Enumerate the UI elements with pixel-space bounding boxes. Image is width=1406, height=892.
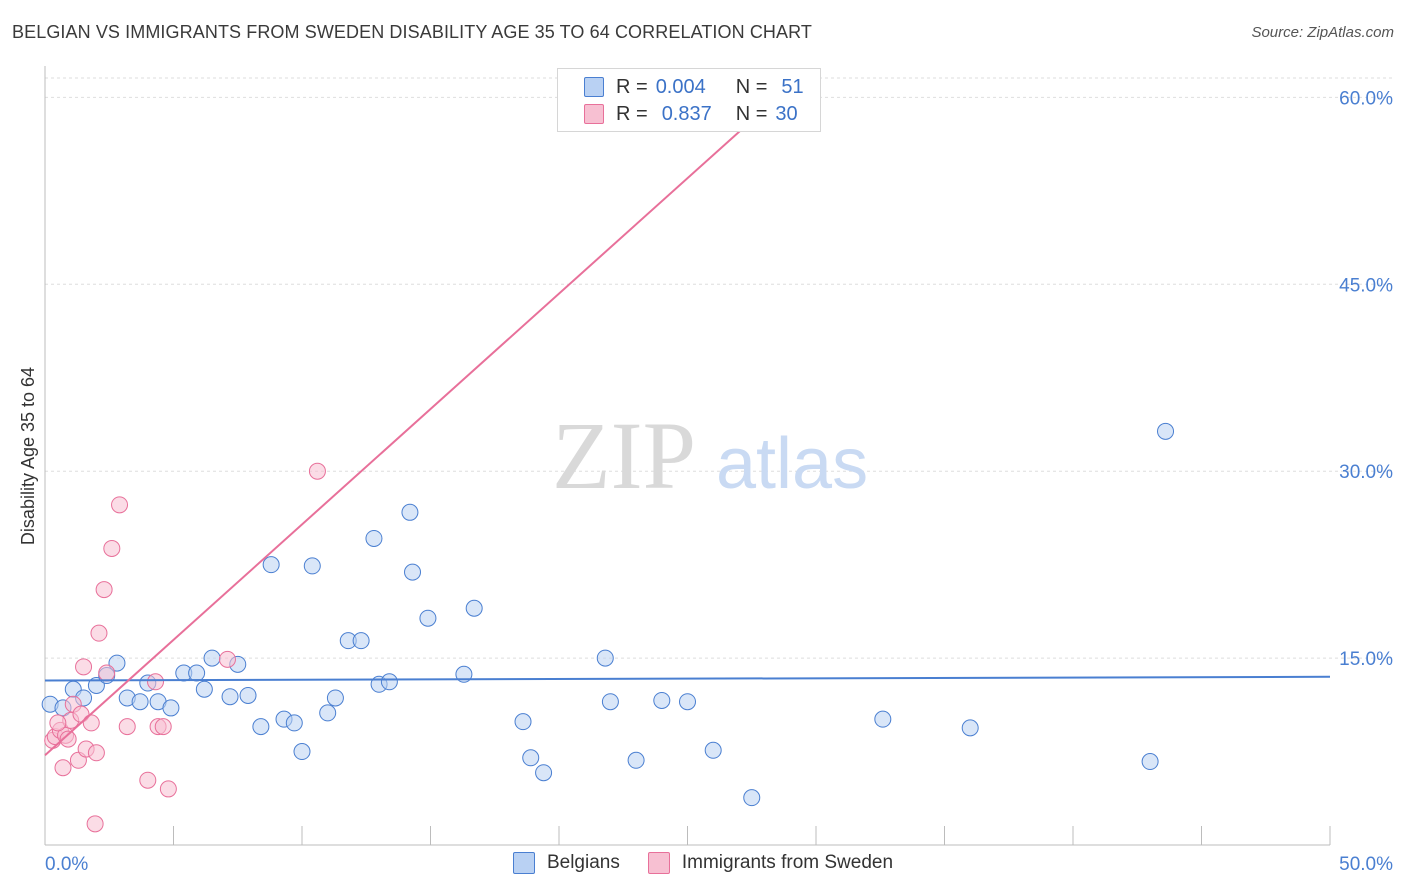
series-legend-belgians: Belgians (512, 852, 620, 874)
belgians-point (319, 704, 337, 722)
belgians-point (601, 693, 619, 711)
belgians-point (704, 741, 722, 759)
belgians-point (195, 680, 213, 698)
belgians-point (514, 713, 532, 731)
series-swatch-belgians (512, 852, 535, 874)
belgians-point (627, 751, 645, 769)
legend-r-value: 0.837 (661, 102, 712, 125)
trend-lines (44, 96, 1331, 757)
belgians-point (961, 719, 979, 737)
source-credit: Source: ZipAtlas.com (1251, 24, 1394, 41)
watermark-atlas: atlas (716, 424, 868, 504)
sweden-point (82, 714, 100, 732)
sweden-point (59, 730, 77, 748)
sweden-point (86, 815, 104, 833)
belgians-point (239, 686, 257, 704)
y-tick-label: 30.0% (1339, 462, 1393, 483)
belgians-point (188, 664, 206, 682)
sweden-point (218, 650, 236, 668)
legend-r-label: R = (616, 75, 648, 98)
belgians-point (303, 557, 321, 575)
sweden-point (111, 496, 129, 514)
belgians-point (293, 743, 311, 761)
y-tick-label: 60.0% (1339, 88, 1393, 109)
belgians-point (874, 710, 892, 728)
series-label-belgians: Belgians (546, 852, 620, 873)
sweden-point (75, 658, 93, 676)
sweden-point (118, 718, 136, 736)
belgians-point (1157, 422, 1175, 440)
legend-swatch-belgians (584, 77, 604, 97)
x-tick-label: 0.0% (45, 854, 88, 875)
belgians-point (419, 609, 437, 627)
tick-labels: 15.0% 30.0% 45.0% 60.0% 0.0% 50.0% (45, 88, 1393, 875)
belgians-point (108, 654, 126, 672)
series-label-sweden: Immigrants from Sweden (681, 852, 894, 873)
belgians-point (131, 693, 149, 711)
sweden-point (139, 771, 157, 789)
correlation-legend: R = 0.004 N = 51 R = 0.837 N = 30 (557, 68, 821, 132)
belgians-point (352, 632, 370, 650)
sweden-point (154, 718, 172, 736)
belgians-point (522, 749, 540, 767)
sweden-point (87, 744, 105, 762)
legend-n-value: 30 (775, 102, 798, 125)
belgians-point (465, 599, 483, 617)
belgians-point (262, 556, 280, 574)
legend-r-value: 0.004 (655, 75, 706, 98)
belgians-point (1141, 753, 1159, 771)
belgians-point (203, 649, 221, 667)
sweden-point (95, 581, 113, 599)
chart-title: BELGIAN VS IMMIGRANTS FROM SWEDEN DISABI… (12, 22, 813, 42)
sweden-point (54, 759, 72, 777)
belgians-point (743, 789, 761, 807)
belgians-point (380, 673, 398, 691)
sweden-point (98, 664, 116, 682)
axes (44, 66, 1331, 846)
belgians-point (535, 764, 553, 782)
belgians-point (401, 503, 419, 521)
legend-n-label: N = (735, 102, 768, 125)
sweden-point (90, 624, 108, 642)
x-tick-label: 50.0% (1339, 854, 1393, 875)
belgians-point (221, 688, 239, 706)
belgians-point (87, 677, 105, 695)
legend-n-label: N = (735, 75, 768, 98)
series-swatch-sweden (647, 852, 670, 874)
y-tick-label: 15.0% (1339, 649, 1393, 670)
belgians-point (596, 649, 614, 667)
belgians-point (162, 699, 180, 717)
gridlines (45, 77, 1392, 659)
belgians-point (404, 563, 422, 581)
sweden-trend-line (44, 96, 779, 757)
legend-row-sweden: R = 0.837 N = 30 (584, 101, 798, 127)
legend-r-label: R = (616, 102, 648, 125)
sweden-point (308, 462, 326, 480)
series-legend-sweden: Immigrants from Sweden (647, 852, 894, 874)
watermark-zip: ZIP (552, 402, 696, 509)
legend-row-belgians: R = 0.004 N = 51 (584, 74, 804, 100)
y-tick-label: 45.0% (1339, 275, 1393, 296)
sweden-point (49, 714, 67, 732)
belgians-point (252, 718, 270, 736)
belgians-point (653, 691, 671, 709)
sweden-point (159, 780, 177, 798)
belgians-trend-line (44, 675, 1331, 682)
watermark: ZIP atlas (552, 402, 868, 509)
sweden-point (103, 539, 121, 557)
data-points (41, 108, 1175, 833)
belgians-point (679, 693, 696, 711)
sweden-point (147, 673, 165, 691)
belgians-point (285, 714, 303, 732)
belgians-point (365, 529, 383, 547)
belgians-point (326, 689, 344, 707)
series-legend: Belgians Immigrants from Sweden (0, 852, 1406, 874)
legend-swatch-sweden (584, 104, 604, 124)
y-axis-title: Disability Age 35 to 64 (18, 367, 38, 545)
legend-n-value: 51 (781, 75, 804, 98)
